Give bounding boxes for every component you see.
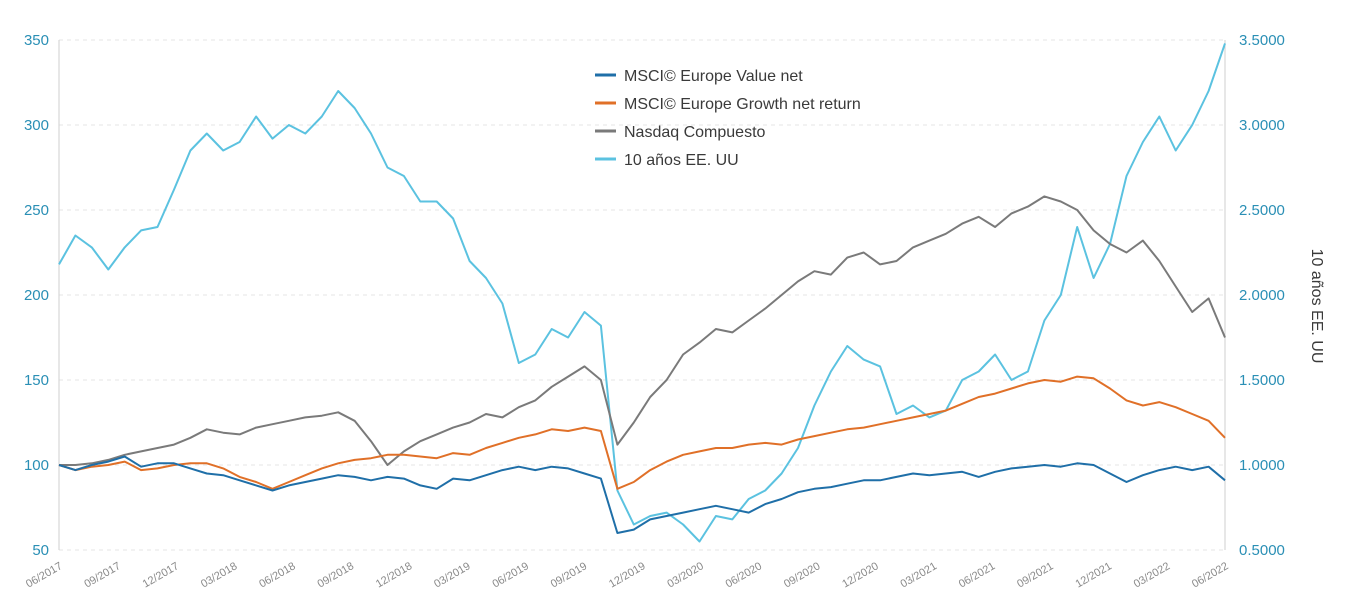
x-tick-label: 09/2017 bbox=[82, 560, 122, 590]
right-tick-label: 1.0000 bbox=[1239, 457, 1285, 474]
legend-label: MSCI© Europe Value net bbox=[624, 68, 803, 85]
x-tick-label: 09/2020 bbox=[782, 560, 822, 590]
x-tick-label: 06/2022 bbox=[1190, 560, 1230, 590]
x-tick-label: 03/2021 bbox=[899, 560, 939, 590]
x-tick-label: 06/2020 bbox=[724, 560, 764, 590]
right-tick-label: 2.0000 bbox=[1239, 287, 1285, 304]
left-axis-ticks: 50 100 150 200 250 300 350 bbox=[24, 32, 49, 559]
left-tick-label: 250 bbox=[24, 202, 49, 219]
right-tick-label: 2.5000 bbox=[1239, 202, 1285, 219]
legend-label: MSCI© Europe Growth net return bbox=[624, 96, 861, 113]
x-tick-label: 12/2020 bbox=[840, 560, 880, 590]
x-tick-label: 09/2019 bbox=[549, 560, 589, 590]
x-tick-label: 03/2020 bbox=[665, 560, 705, 590]
left-tick-label: 50 bbox=[32, 542, 49, 559]
series-line-10-a-os-ee-uu bbox=[58, 43, 1226, 543]
right-tick-label: 1.5000 bbox=[1239, 372, 1285, 389]
gridlines bbox=[59, 39, 1225, 551]
x-tick-label: 12/2018 bbox=[374, 560, 414, 590]
x-tick-label: 09/2021 bbox=[1015, 560, 1055, 590]
series-line-msci-europe-growth-net-return bbox=[58, 375, 1226, 490]
x-tick-label: 12/2019 bbox=[607, 560, 647, 590]
series-lines bbox=[58, 43, 1226, 543]
left-tick-label: 350 bbox=[24, 32, 49, 49]
right-axis-ticks: 0.5000 1.0000 1.5000 2.0000 2.5000 3.0000 3.50… bbox=[1239, 32, 1285, 559]
left-tick-label: 150 bbox=[24, 372, 49, 389]
left-tick-label: 300 bbox=[24, 117, 49, 134]
x-tick-label: 06/2019 bbox=[490, 560, 530, 590]
legend: MSCI© Europe Value net MSCI© Europe Growt… bbox=[595, 68, 861, 169]
right-tick-label: 3.0000 bbox=[1239, 117, 1285, 134]
x-tick-label: 12/2017 bbox=[141, 560, 181, 590]
x-tick-label: 12/2021 bbox=[1073, 560, 1113, 590]
right-tick-label: 3.5000 bbox=[1239, 32, 1285, 49]
left-tick-label: 100 bbox=[24, 457, 49, 474]
x-tick-label: 06/2018 bbox=[257, 560, 297, 590]
x-tick-label: 03/2022 bbox=[1132, 560, 1172, 590]
series-line-nasdaq-compuesto bbox=[59, 195, 1226, 466]
x-tick-label: 06/2021 bbox=[957, 560, 997, 590]
x-tick-label: 03/2018 bbox=[199, 560, 239, 590]
right-axis-title: 10 años EE. UU bbox=[1308, 249, 1325, 364]
x-axis-ticks: 06/2017 09/2017 12/2017 03/2018 06/2018 09/20… bbox=[24, 560, 1230, 590]
x-tick-label: 03/2019 bbox=[432, 560, 472, 590]
left-tick-label: 200 bbox=[24, 287, 49, 304]
x-tick-label: 09/2018 bbox=[316, 560, 356, 590]
x-tick-label: 06/2017 bbox=[24, 560, 64, 590]
right-tick-label: 0.5000 bbox=[1239, 542, 1285, 559]
series-line-msci-europe-value-net bbox=[58, 455, 1226, 534]
legend-label: Nasdaq Compuesto bbox=[624, 124, 766, 141]
legend-label: 10 años EE. UU bbox=[624, 152, 739, 169]
